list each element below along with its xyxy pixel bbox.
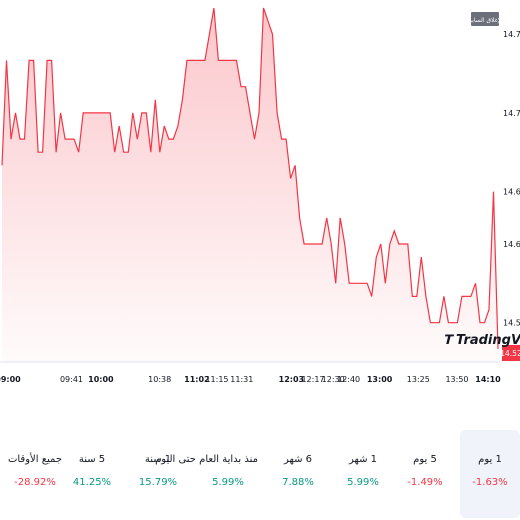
x-tick-label: 14:10 (475, 375, 501, 384)
period-5d[interactable]: 5 يوم -1.49% (395, 430, 455, 518)
x-tick-label: 09:41 (60, 375, 83, 384)
period-label: جميع الأوقات (7, 454, 63, 465)
x-tick-label: 09:00 (0, 375, 21, 384)
last-price-value: 14.52 (500, 349, 520, 358)
y-tick-label: 14.76 (503, 30, 520, 39)
period-label: 1 سنة (144, 454, 172, 465)
y-tick-label: 14.70 (503, 109, 520, 118)
x-tick-label: 12:17 (301, 375, 324, 384)
period-label: منذ بداية العام حتى اليوم (155, 454, 258, 465)
y-axis-ticks: 14.76 14.70 14.64 14.60 14.54 (503, 30, 520, 327)
x-tick-label: 12:03 (279, 375, 304, 384)
period-6m[interactable]: 6 شهر 7.88% (268, 430, 328, 518)
x-tick-label: 12:30 (322, 375, 345, 384)
period-ytd[interactable]: منذ بداية العام حتى اليوم 5.99% (155, 430, 258, 518)
period-value: -1.49% (407, 477, 443, 488)
period-label: 6 شهر (283, 454, 313, 465)
x-tick-label: 12:40 (337, 375, 360, 384)
period-label: 5 يوم (413, 454, 437, 465)
period-value: -28.92% (14, 477, 56, 488)
price-area (2, 8, 498, 362)
last-price-badge: 14.52 (500, 345, 520, 361)
x-tick-label: 13:25 (407, 375, 430, 384)
x-tick-label: 11:15 (205, 375, 228, 384)
x-tick-label: 13:50 (445, 375, 468, 384)
period-all[interactable]: جميع الأوقات -28.92% (5, 430, 65, 518)
performance-periods: 1 يوم -1.63% 5 يوم -1.49% 1 شهر 5.99% 6 … (0, 430, 520, 518)
period-5y[interactable]: 5 سنة 41.25% (62, 430, 122, 518)
period-1d[interactable]: 1 يوم -1.63% (460, 430, 520, 518)
period-value: 5.99% (347, 477, 379, 488)
period-value: 15.79% (138, 477, 178, 488)
period-value: -1.63% (472, 477, 508, 488)
tv-brand-text: TradingView (456, 333, 520, 348)
y-tick-label: 14.64 (503, 188, 520, 197)
price-line (1, 7, 499, 349)
period-1m[interactable]: 1 شهر 5.99% (333, 430, 393, 518)
period-label: 1 يوم (478, 454, 502, 465)
x-tick-label: 10:00 (88, 375, 114, 384)
period-label: 1 شهر (348, 454, 378, 465)
period-label: 5 سنة (78, 454, 106, 465)
x-tick-label: 11:31 (230, 375, 253, 384)
x-tick-label: 11:02 (184, 375, 209, 384)
prev-close-label: الإغلاق السابق (467, 17, 503, 24)
y-tick-label: 14.54 (503, 319, 520, 328)
period-value: 41.25% (72, 477, 112, 488)
x-tick-label: 13:00 (367, 375, 393, 384)
period-1y[interactable]: 1 سنة 15.79% (128, 430, 188, 518)
prev-close-badge: الإغلاق السابق (467, 12, 503, 26)
period-value: 7.88% (282, 477, 314, 488)
y-tick-label: 14.60 (503, 240, 520, 249)
x-tick-label: 10:38 (148, 375, 171, 384)
period-value: 5.99% (212, 477, 244, 488)
